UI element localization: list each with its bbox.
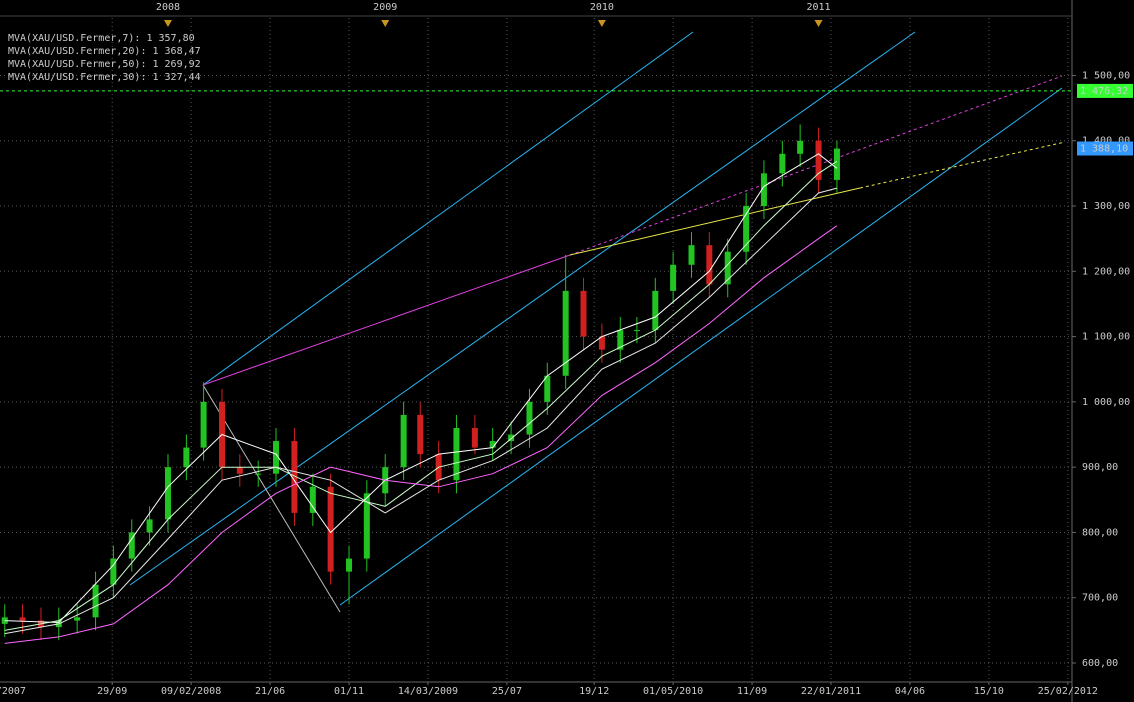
ma-line (4, 187, 838, 635)
candle-body (146, 519, 153, 533)
y-tick-label: 1 300,00 (1082, 201, 1130, 212)
candle-body (128, 532, 135, 559)
candle-body (652, 290, 659, 331)
x-tick-label: 25/07 (492, 686, 522, 697)
candle-body (580, 290, 587, 337)
y-tick-label: 1 500,00 (1082, 70, 1130, 81)
candle-body (346, 558, 353, 572)
candle-body (617, 330, 624, 350)
candle-body (743, 206, 750, 252)
candle-body (779, 153, 786, 174)
candle-body (400, 414, 407, 468)
x-tick-label: 14/03/2009 (398, 686, 458, 697)
candle-body (110, 558, 117, 585)
x-tick-label: 15/10 (974, 686, 1004, 697)
price-tag-label: 1 476,32 (1080, 86, 1128, 97)
candle-body (236, 467, 243, 474)
channel-line (129, 31, 916, 586)
x-tick-label: 11/09 (737, 686, 767, 697)
candle-body (562, 290, 569, 376)
candle-body (688, 245, 695, 265)
legend-entry: MVA(XAU/USD.Fermer,7): 1 357,80 (8, 33, 195, 44)
candle-body (724, 251, 731, 285)
legend-entry: MVA(XAU/USD.Fermer,20): 1 368,47 (8, 46, 201, 57)
candle-body (200, 401, 207, 448)
y-tick-label: 900,00 (1082, 462, 1118, 473)
price-tag-label: 1 388,10 (1080, 144, 1128, 155)
y-tick-label: 1 000,00 (1082, 397, 1130, 408)
candle-body (760, 173, 767, 207)
candle-body (363, 493, 370, 559)
year-label: 2010 (590, 2, 614, 13)
y-tick-label: 1 200,00 (1082, 266, 1130, 277)
y-axis-panel (1072, 0, 1134, 702)
x-tick-label: 01/11 (334, 686, 364, 697)
legend-entry: MVA(XAU/USD.Fermer,30): 1 327,44 (8, 72, 201, 83)
candle-body (633, 330, 640, 332)
x-tick-label: 04/06 (895, 686, 925, 697)
ma-line (4, 225, 838, 644)
resistance-line (202, 254, 571, 386)
ma-line (4, 160, 838, 631)
x-tick-label: 29/09 (97, 686, 127, 697)
x-tick-label: 19/12 (579, 686, 609, 697)
grid (0, 18, 1072, 680)
candle-body (598, 336, 605, 350)
plot (0, 90, 1072, 644)
candle-body (544, 375, 551, 402)
year-label: 2009 (373, 2, 397, 13)
candle-body (273, 441, 280, 474)
pattern-line (202, 384, 341, 613)
candle-body (815, 140, 822, 180)
y-tick-label: 700,00 (1082, 593, 1118, 604)
ma-line (4, 153, 838, 624)
candle-body (164, 467, 171, 520)
x-tick-label: 09/02/2008 (161, 686, 221, 697)
candle-body (309, 486, 316, 513)
candle-body (670, 264, 677, 291)
y-tick-label: 800,00 (1082, 527, 1118, 538)
x-tick-label: 25/02/2012 (1038, 686, 1098, 697)
candle-body (526, 401, 533, 435)
candle-body (327, 486, 334, 572)
candle-body (833, 148, 840, 180)
y-tick-label: 1 100,00 (1082, 332, 1130, 343)
candle-body (183, 447, 190, 468)
channel-line (202, 31, 694, 386)
year-marker (381, 20, 390, 27)
x-tick-label: 22/01/2011 (801, 686, 861, 697)
candle-body (471, 427, 478, 448)
candle-body (19, 617, 26, 621)
year-label: 2011 (806, 2, 830, 13)
channel-line (339, 87, 1063, 606)
x-tick-label: 17/03/2007 (0, 686, 26, 697)
year-marker (814, 20, 823, 27)
year-marker (597, 20, 606, 27)
candle-body (797, 140, 804, 154)
candle-body (255, 473, 262, 475)
support-line (859, 141, 1066, 189)
candle-body (291, 441, 298, 513)
x-tick-label: 21/06 (255, 686, 285, 697)
price-tag (1077, 83, 1133, 98)
candle-body (508, 434, 515, 442)
candle-body (92, 584, 99, 618)
year-label: 2008 (156, 2, 180, 13)
legend: MVA(XAU/USD.Fermer,7): 1 357,80 MVA(XAU/U… (8, 33, 201, 83)
legend-entry: MVA(XAU/USD.Fermer,50): 1 269,92 (8, 59, 201, 70)
y-tick-label: 1 400,00 (1082, 136, 1130, 147)
candle-body (489, 441, 496, 448)
candle-body (74, 617, 81, 621)
candle-body (706, 245, 713, 285)
y-tick-label: 600,00 (1082, 658, 1118, 669)
year-marker (163, 20, 172, 27)
candle-body (417, 414, 424, 455)
candle-body (453, 427, 460, 481)
x-tick-label: 01/05/2010 (643, 686, 703, 697)
price-tag (1077, 141, 1133, 156)
